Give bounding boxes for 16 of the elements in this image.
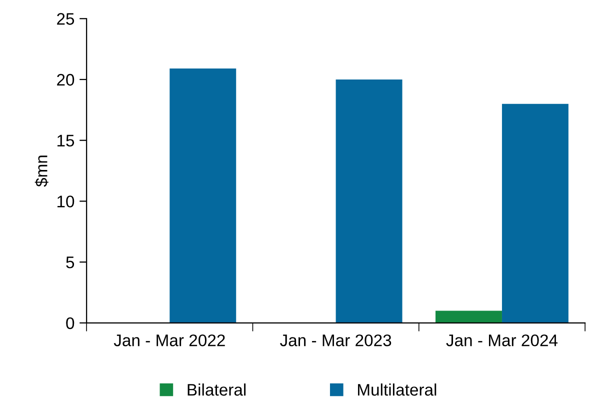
legend-label: Multilateral bbox=[358, 383, 436, 396]
x-tick-label: Jan - Mar 2023 bbox=[280, 334, 392, 346]
x-tick-label: Jan - Mar 2024 bbox=[446, 334, 558, 346]
bar bbox=[336, 79, 402, 323]
y-tick-label: 15 bbox=[57, 134, 74, 147]
y-tick-label: 5 bbox=[66, 256, 74, 268]
bar bbox=[170, 68, 236, 323]
legend-label: Bilateral bbox=[188, 383, 246, 396]
y-axis-title: $mn bbox=[34, 156, 48, 187]
bar bbox=[502, 104, 568, 323]
x-tick-label: Jan - Mar 2022 bbox=[114, 334, 225, 346]
y-tick-label: 0 bbox=[66, 317, 74, 330]
y-tick-label: 20 bbox=[57, 74, 74, 86]
y-tick-label: 10 bbox=[57, 196, 74, 208]
bar bbox=[436, 310, 502, 323]
y-tick-label: 25 bbox=[57, 13, 74, 25]
